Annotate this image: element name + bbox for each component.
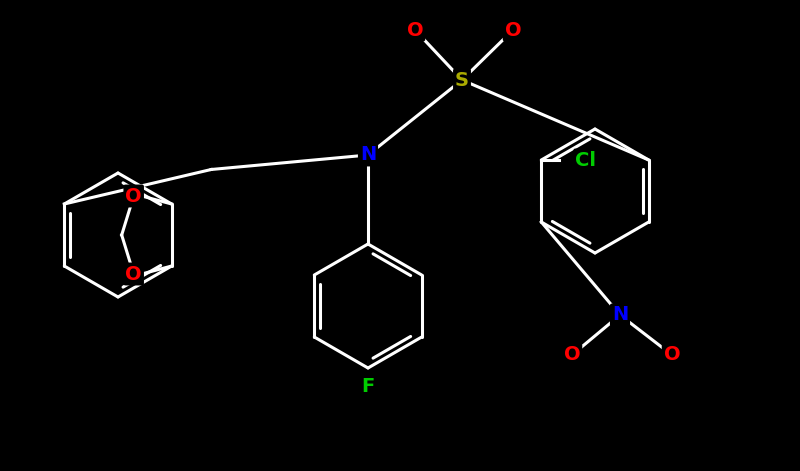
Text: O: O bbox=[406, 21, 423, 40]
Text: O: O bbox=[505, 21, 522, 40]
Text: F: F bbox=[362, 376, 374, 396]
Text: O: O bbox=[126, 265, 142, 284]
Text: O: O bbox=[126, 187, 142, 205]
Text: O: O bbox=[564, 346, 580, 365]
Text: N: N bbox=[612, 306, 628, 325]
Text: F: F bbox=[362, 376, 374, 396]
Text: N: N bbox=[360, 146, 376, 164]
Text: Cl: Cl bbox=[575, 151, 596, 170]
Text: O: O bbox=[664, 346, 680, 365]
Text: S: S bbox=[455, 71, 469, 89]
